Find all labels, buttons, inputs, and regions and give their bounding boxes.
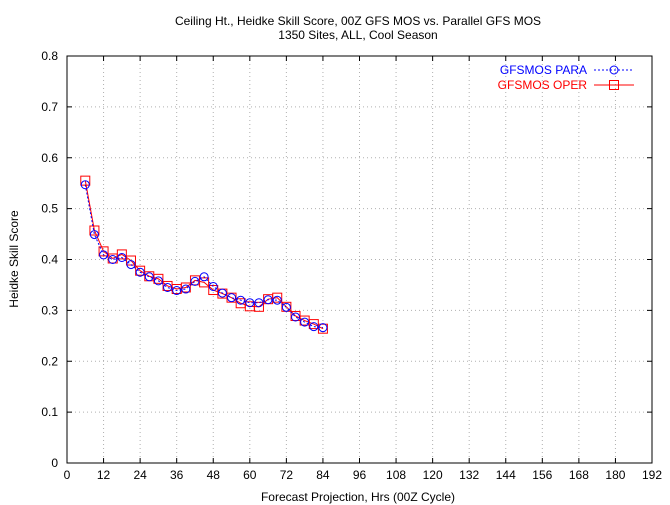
y-tick-label: 0.2 bbox=[41, 354, 58, 368]
grid bbox=[67, 56, 652, 463]
data-point bbox=[144, 272, 154, 282]
data-point bbox=[108, 255, 118, 264]
legend-swatch-para bbox=[594, 65, 634, 75]
data-point bbox=[245, 298, 255, 308]
x-tick-label: 144 bbox=[496, 468, 516, 482]
legend-label-oper: GFSMOS OPER bbox=[498, 78, 588, 92]
series-oper bbox=[80, 175, 328, 334]
x-tick-label: 60 bbox=[243, 468, 257, 482]
data-point bbox=[190, 276, 200, 286]
data-point bbox=[254, 298, 264, 308]
x-tick-label: 168 bbox=[569, 468, 589, 482]
x-tick-label: 36 bbox=[170, 468, 184, 482]
data-point bbox=[263, 295, 273, 305]
y-tick-label: 0.8 bbox=[41, 49, 58, 63]
y-tick-label: 0 bbox=[51, 456, 58, 470]
y-axis: 0 0.1 0.2 0.3 0.4 0.5 0.6 0.7 0.8 bbox=[41, 49, 652, 470]
data-point bbox=[117, 252, 127, 262]
y-tick-label: 0.5 bbox=[41, 202, 58, 216]
data-point bbox=[199, 272, 209, 282]
data-point bbox=[236, 295, 246, 305]
x-axis-label: Forecast Projection, Hrs (00Z Cycle) bbox=[261, 490, 455, 504]
legend-swatch-marker bbox=[609, 80, 619, 90]
legend-entry-oper: GFSMOS OPER bbox=[498, 78, 634, 92]
x-tick-label: 120 bbox=[423, 468, 443, 482]
y-tick-label: 0.6 bbox=[41, 151, 58, 165]
data-point bbox=[180, 282, 191, 293]
y-tick-label: 0.4 bbox=[41, 253, 58, 267]
data-point bbox=[99, 250, 109, 260]
x-tick-label: 0 bbox=[64, 468, 71, 482]
data-point bbox=[272, 295, 282, 305]
x-tick-label: 72 bbox=[280, 468, 294, 482]
data-point bbox=[199, 277, 210, 288]
x-tick-label: 24 bbox=[133, 468, 147, 482]
data-point bbox=[300, 317, 310, 327]
data-point bbox=[153, 273, 164, 284]
data-point bbox=[217, 288, 227, 298]
data-point bbox=[135, 265, 146, 276]
legend-swatch-marker bbox=[609, 65, 619, 75]
y-axis-label: Heidke Skill Score bbox=[7, 210, 21, 308]
y-tick-label: 0.7 bbox=[41, 100, 58, 114]
data-point bbox=[227, 293, 237, 303]
data-point bbox=[135, 267, 145, 277]
data-point bbox=[116, 249, 127, 260]
data-point bbox=[98, 246, 109, 257]
x-axis: 0 12 24 36 48 60 72 84 96 108 120 132 144 156 168 180 19… bbox=[64, 56, 662, 482]
y-tick-label: 0.1 bbox=[41, 405, 58, 419]
series-layer bbox=[80, 175, 328, 334]
x-tick-label: 192 bbox=[642, 468, 662, 482]
x-tick-label: 132 bbox=[459, 468, 479, 482]
legend: GFSMOS PARA GFSMOS OPER bbox=[498, 63, 634, 92]
legend-entry-para: GFSMOS PARA bbox=[500, 63, 634, 77]
y-tick-label: 0.3 bbox=[41, 303, 58, 317]
data-point bbox=[272, 292, 283, 303]
legend-swatch-oper bbox=[594, 80, 634, 90]
x-tick-label: 84 bbox=[316, 468, 330, 482]
x-tick-label: 96 bbox=[353, 468, 367, 482]
data-point bbox=[253, 301, 264, 312]
chart-subtitle: 1350 Sites, ALL, Cool Season bbox=[278, 28, 437, 42]
data-point bbox=[208, 281, 218, 291]
data-point bbox=[281, 302, 291, 312]
plot-frame bbox=[66, 55, 653, 464]
data-point bbox=[80, 180, 90, 190]
data-point bbox=[153, 276, 163, 286]
x-tick-label: 48 bbox=[207, 468, 221, 482]
data-point bbox=[309, 322, 319, 332]
data-point bbox=[291, 312, 301, 322]
legend-label-para: GFSMOS PARA bbox=[500, 63, 587, 77]
data-point bbox=[126, 260, 136, 270]
data-point bbox=[318, 323, 328, 333]
chart-title: Ceiling Ht., Heidke Skill Score, 00Z GFS… bbox=[175, 14, 541, 28]
data-point bbox=[181, 284, 191, 294]
data-point bbox=[317, 323, 328, 334]
data-point bbox=[172, 286, 182, 296]
data-point bbox=[89, 225, 100, 236]
data-point bbox=[89, 230, 99, 240]
x-tick-label: 180 bbox=[605, 468, 625, 482]
series-para bbox=[80, 180, 328, 333]
x-tick-label: 108 bbox=[386, 468, 406, 482]
data-point bbox=[163, 282, 173, 292]
x-tick-label: 156 bbox=[532, 468, 552, 482]
series-line bbox=[84, 184, 323, 329]
x-tick-label: 12 bbox=[97, 468, 111, 482]
series-line bbox=[84, 180, 324, 330]
